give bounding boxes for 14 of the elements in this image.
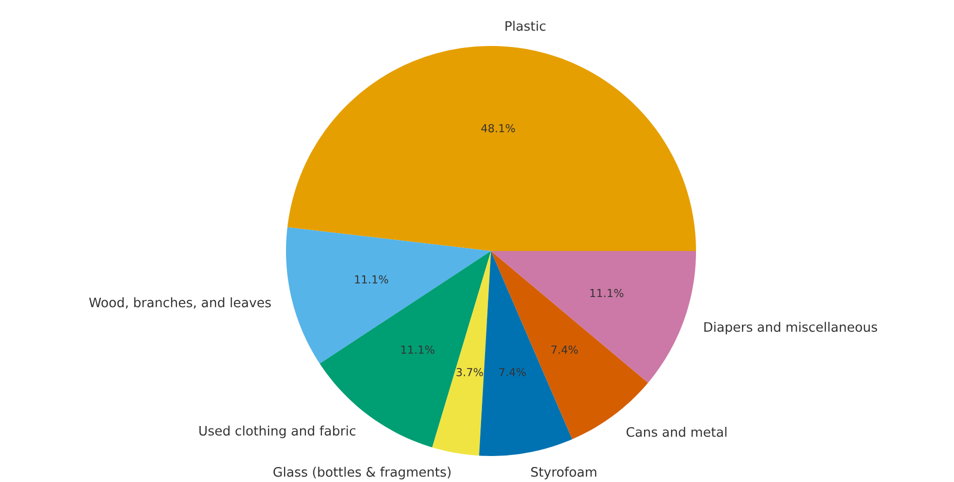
data-label: 11.1%: [590, 288, 624, 298]
data-label: 7.4%: [499, 368, 526, 376]
slice-label: Diapers and miscellaneous: [704, 322, 878, 334]
slice-label: Cans and metal: [626, 426, 726, 437]
slice-label: Styrofoam: [531, 466, 596, 480]
data-label: 7.4%: [551, 346, 578, 354]
slice-label: Plastic: [506, 20, 546, 31]
slice-label: Used clothing and fabric: [199, 426, 356, 438]
data-label: 11.1%: [401, 346, 434, 354]
data-label: 48.1%: [481, 124, 515, 132]
data-label: 11.1%: [355, 275, 388, 284]
slice-label: Glass (bottles & fragments): [273, 466, 451, 480]
slice-label: Wood, branches, and leaves: [89, 297, 271, 309]
data-label: 3.7%: [456, 368, 483, 376]
